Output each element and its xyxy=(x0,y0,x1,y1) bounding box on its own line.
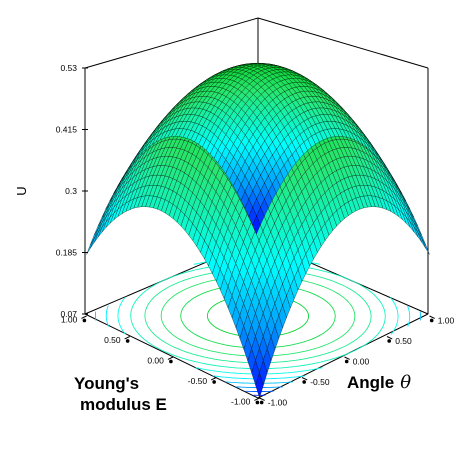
x-axis-label-line1: Young's xyxy=(74,374,139,393)
y-axis-label: Angle θ xyxy=(347,372,411,393)
floor-front-left xyxy=(84,313,259,399)
x-tick-mark xyxy=(254,397,260,401)
x-tick-dot xyxy=(169,359,173,364)
surface-patch xyxy=(252,215,261,235)
x-tick-dot xyxy=(125,339,130,343)
surface-patch xyxy=(417,232,426,249)
y-tick-label: 1.00 xyxy=(438,315,455,325)
y-tick-dot xyxy=(429,318,434,323)
x-tick-label: 1.00 xyxy=(61,314,78,324)
x-tick-mark xyxy=(124,336,130,340)
left-wall-top xyxy=(84,17,259,69)
y-tick-mark xyxy=(344,356,350,360)
y-tick-dot xyxy=(387,339,391,343)
y-axis-label-text: Angle xyxy=(347,373,394,392)
x-tick-label: 0.50 xyxy=(104,335,121,345)
y-tick-dot xyxy=(302,380,306,384)
x-tick-dot xyxy=(255,400,260,405)
y-tick-dot xyxy=(259,400,264,405)
axis-ticks: 0.530.4150.30.1850.071.000.500.00-0.50-1… xyxy=(56,63,455,407)
z-axis-label: U xyxy=(14,186,29,195)
x-tick-label: -1.00 xyxy=(231,396,251,406)
z-tick-label: 0.185 xyxy=(56,248,78,258)
theta-symbol: θ xyxy=(400,372,411,393)
z-tick-label: 0.415 xyxy=(56,125,78,135)
y-tick-mark xyxy=(301,377,308,381)
x-tick-mark xyxy=(167,356,174,360)
right-wall-top xyxy=(257,17,429,69)
x-tick-mark xyxy=(81,315,87,319)
z-tick-label: 0.07 xyxy=(60,309,77,319)
surface-mesh xyxy=(86,63,430,399)
z-tick-label: 0.3 xyxy=(65,186,77,196)
y-tick-label: 0.00 xyxy=(353,356,370,366)
floor-front-right xyxy=(257,313,429,399)
y-tick-mark xyxy=(386,336,393,340)
contour-line xyxy=(144,268,372,364)
y-tick-label: -1.00 xyxy=(268,397,288,407)
x-tick-dot xyxy=(82,318,87,323)
y-tick-label: -0.50 xyxy=(310,377,330,387)
y-tick-dot xyxy=(344,359,349,364)
y-tick-label: 0.50 xyxy=(395,336,412,346)
x-axis-label-line2: modulus E xyxy=(80,395,167,414)
x-tick-mark xyxy=(210,377,217,381)
z-tick-label: 0.53 xyxy=(60,63,77,73)
y-tick-mark xyxy=(259,397,265,401)
x-tick-label: 0.00 xyxy=(147,355,164,365)
x-tick-label: -0.50 xyxy=(188,376,208,386)
y-tick-mark xyxy=(429,315,435,319)
x-tick-dot xyxy=(212,380,216,384)
